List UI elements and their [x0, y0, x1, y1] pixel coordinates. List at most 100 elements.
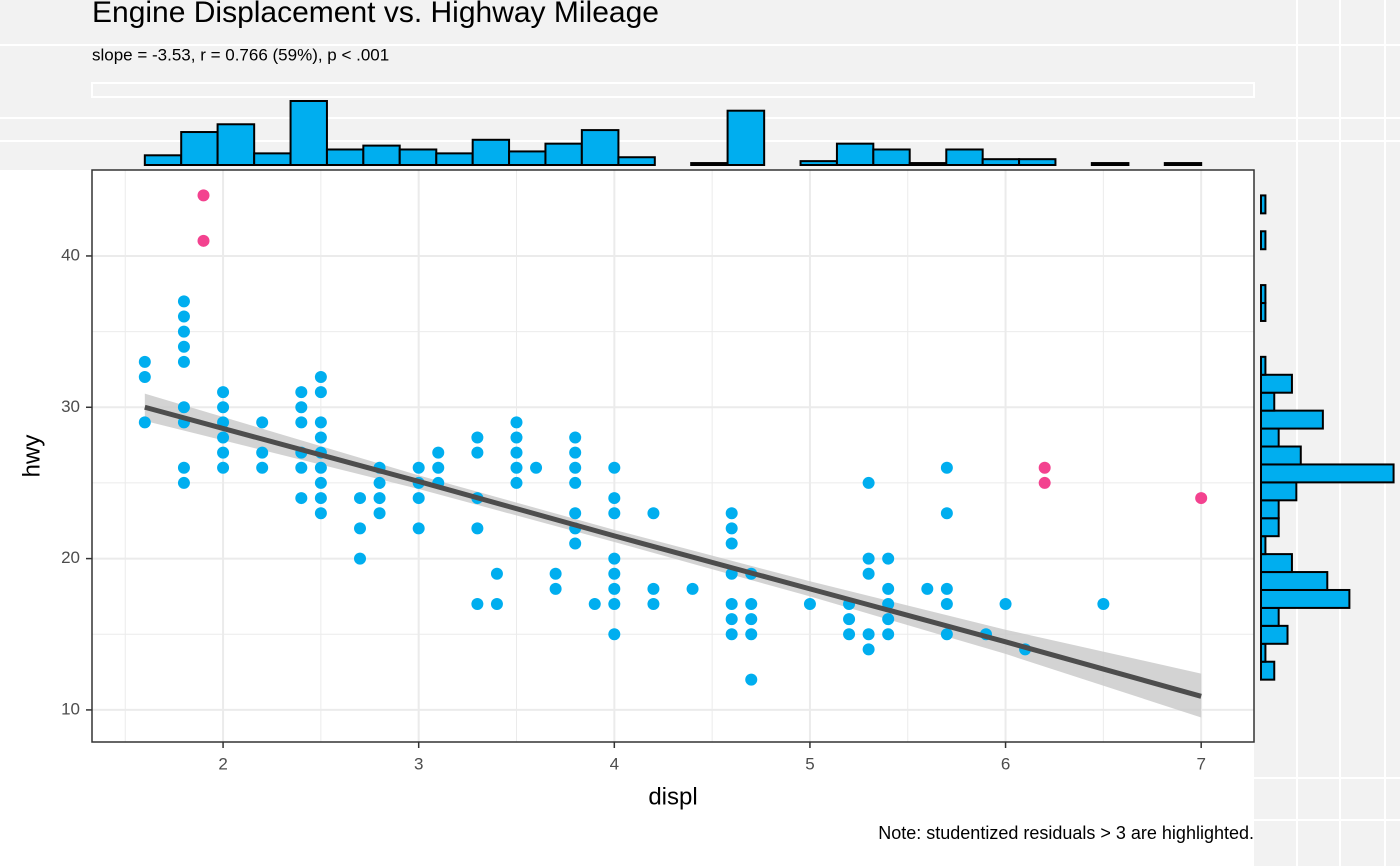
point [373, 476, 386, 489]
grid [92, 170, 1254, 742]
hist-bar [799, 160, 838, 167]
point [882, 613, 895, 626]
point [686, 582, 699, 595]
point [295, 492, 308, 505]
hist-bar [1260, 463, 1395, 484]
point [138, 371, 151, 384]
hist-bar [362, 144, 401, 167]
point [882, 628, 895, 641]
hist-bar [1260, 230, 1267, 251]
point [510, 431, 523, 444]
hist-bar [1260, 373, 1293, 394]
hist-bar [398, 148, 438, 166]
point [138, 355, 151, 368]
point [608, 552, 621, 565]
point [882, 582, 895, 595]
hist-bar [1260, 588, 1351, 609]
point [1097, 597, 1110, 610]
point [490, 597, 503, 610]
margin-decor-box [91, 82, 1255, 98]
hist-bar [1260, 391, 1276, 412]
hist-bar [617, 156, 656, 167]
point [569, 461, 582, 474]
point [569, 476, 582, 489]
hist-bar [289, 100, 328, 166]
point [725, 628, 738, 641]
y-tick-label: 10 [61, 699, 80, 718]
point [725, 507, 738, 520]
point [725, 597, 738, 610]
point [725, 537, 738, 550]
hist-bar [1260, 499, 1280, 520]
point [177, 401, 190, 414]
hist-bar [471, 138, 511, 166]
point [471, 597, 484, 610]
hist-bar [180, 131, 219, 166]
point [745, 597, 758, 610]
hist-bar [1260, 302, 1267, 322]
point [608, 507, 621, 520]
x-tick-label: 2 [218, 754, 227, 773]
point [217, 386, 230, 399]
hist-bar [1090, 162, 1130, 167]
point [549, 582, 562, 595]
hist-bar [1260, 284, 1267, 305]
hist-bar [690, 162, 729, 167]
y-tick-label: 40 [61, 245, 80, 264]
point [745, 613, 758, 626]
point [608, 461, 621, 474]
point [138, 416, 151, 429]
point [1195, 492, 1208, 505]
point [647, 597, 660, 610]
point [608, 567, 621, 580]
caption: Note: studentized residuals > 3 are high… [878, 823, 1254, 843]
hist-bar [1260, 409, 1324, 430]
point [256, 416, 269, 429]
point [608, 582, 621, 595]
hist-bar [1260, 571, 1329, 591]
point [647, 507, 660, 520]
point [725, 613, 738, 626]
panel-border [91, 169, 1255, 743]
hist-bar [325, 148, 365, 166]
point [177, 310, 190, 323]
point [549, 567, 562, 580]
point [510, 476, 523, 489]
point [295, 401, 308, 414]
point [412, 492, 425, 505]
point [471, 522, 484, 535]
hist-bar [945, 148, 984, 166]
point [569, 446, 582, 459]
hist-bar [216, 123, 256, 166]
point [510, 446, 523, 459]
point [314, 476, 327, 489]
point [373, 507, 386, 520]
hist-bar [143, 154, 183, 166]
point [882, 552, 895, 565]
plot-bg [0, 170, 1254, 866]
hist-bar [544, 142, 583, 167]
point [373, 492, 386, 505]
point [490, 567, 503, 580]
point [940, 628, 953, 641]
hist-bar [1260, 517, 1280, 538]
point [217, 446, 230, 459]
point [177, 325, 190, 338]
point [471, 431, 484, 444]
point [803, 597, 816, 610]
hist-bar [1163, 162, 1203, 167]
point [1038, 461, 1051, 474]
point [217, 431, 230, 444]
hist-bar [580, 129, 620, 167]
x-tick-label: 7 [1196, 754, 1205, 773]
x-tick-label: 4 [610, 754, 619, 773]
point [314, 492, 327, 505]
hist-bar [1260, 481, 1298, 502]
point [862, 628, 875, 641]
hist-bar [435, 152, 474, 166]
fit-line [144, 404, 1202, 699]
point [295, 416, 308, 429]
point [432, 461, 445, 474]
point [940, 507, 953, 520]
